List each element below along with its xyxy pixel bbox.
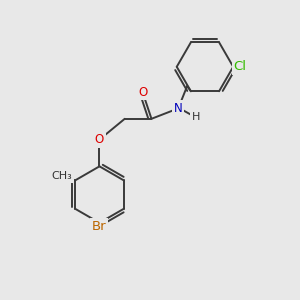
Text: Br: Br bbox=[92, 220, 107, 233]
Text: Cl: Cl bbox=[233, 60, 246, 73]
Text: O: O bbox=[138, 85, 147, 98]
Text: H: H bbox=[192, 112, 200, 122]
Text: N: N bbox=[174, 102, 183, 115]
Text: CH₃: CH₃ bbox=[51, 171, 72, 181]
Text: O: O bbox=[95, 133, 104, 146]
